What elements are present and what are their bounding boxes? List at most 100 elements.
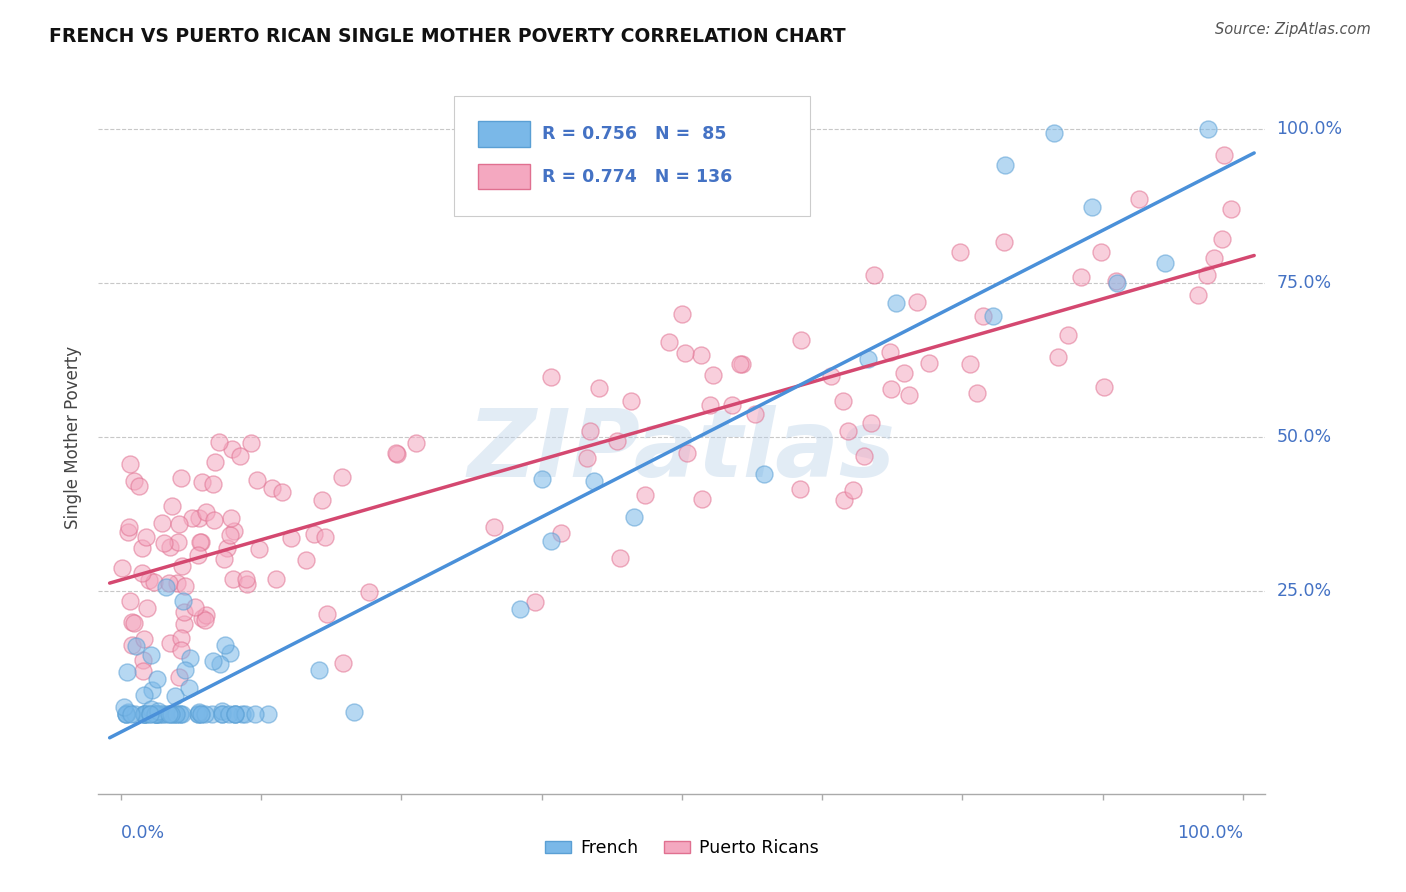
Point — [789, 482, 811, 496]
Legend: French, Puerto Ricans: French, Puerto Ricans — [538, 832, 825, 863]
Point — [1213, 147, 1236, 161]
Point — [135, 530, 157, 544]
Point — [619, 394, 641, 409]
Point — [1202, 251, 1225, 265]
Point — [118, 520, 141, 534]
Point — [266, 572, 288, 586]
Point — [179, 651, 201, 665]
Point — [405, 436, 427, 450]
Point — [114, 706, 136, 721]
Point — [134, 688, 156, 702]
Point — [173, 616, 195, 631]
Point — [233, 706, 256, 721]
Point — [243, 706, 266, 721]
Point — [1046, 351, 1069, 365]
Point — [191, 611, 214, 625]
FancyBboxPatch shape — [454, 96, 810, 216]
Point — [214, 638, 236, 652]
Point — [1043, 126, 1066, 140]
Point — [184, 600, 207, 615]
Point — [163, 706, 186, 721]
Point — [224, 706, 246, 721]
Point — [1220, 202, 1243, 217]
Point — [588, 381, 610, 395]
Point — [128, 479, 150, 493]
Point — [202, 513, 225, 527]
Point — [820, 368, 842, 383]
Point — [744, 407, 766, 421]
Point — [789, 333, 811, 347]
Point — [188, 534, 211, 549]
Point — [880, 383, 903, 397]
Point — [1105, 274, 1128, 288]
Point — [143, 575, 166, 590]
Point — [172, 594, 194, 608]
Point — [124, 615, 146, 630]
Point — [187, 706, 209, 720]
Point — [246, 473, 269, 487]
Point — [165, 706, 187, 721]
Point — [222, 524, 245, 539]
Point — [702, 368, 724, 382]
Point — [212, 551, 235, 566]
Point — [159, 706, 181, 721]
Point — [609, 551, 631, 566]
Point — [295, 553, 318, 567]
Point — [186, 706, 208, 721]
Point — [208, 657, 231, 671]
Point — [121, 615, 143, 629]
Point — [314, 531, 336, 545]
Point — [111, 561, 134, 575]
Point — [159, 636, 181, 650]
Point — [132, 652, 155, 666]
Point — [139, 702, 162, 716]
Point — [141, 682, 163, 697]
Point — [194, 613, 217, 627]
Point — [202, 654, 225, 668]
Point — [169, 706, 191, 721]
Point — [191, 475, 214, 490]
Point — [834, 492, 856, 507]
Point — [132, 706, 155, 721]
Point — [576, 451, 599, 466]
Point — [280, 531, 302, 545]
Text: R = 0.756   N =  85: R = 0.756 N = 85 — [541, 125, 727, 143]
Point — [155, 706, 177, 721]
Point — [257, 706, 280, 721]
Point — [187, 511, 209, 525]
Point — [195, 607, 218, 622]
Point — [143, 706, 166, 721]
Point — [218, 528, 240, 542]
Point — [509, 602, 531, 616]
Point — [117, 705, 139, 719]
Point — [837, 425, 859, 439]
Point — [690, 491, 713, 506]
Text: 0.0%: 0.0% — [121, 824, 165, 842]
Point — [207, 435, 229, 450]
Point — [623, 510, 645, 524]
Point — [167, 670, 190, 684]
Point — [240, 436, 263, 450]
Point — [311, 492, 333, 507]
Point — [114, 706, 136, 721]
Point — [720, 398, 742, 412]
Point — [385, 446, 408, 460]
Point — [174, 663, 197, 677]
Point — [114, 706, 136, 721]
Point — [224, 706, 246, 721]
Bar — [478, 164, 530, 189]
Point — [231, 706, 253, 721]
Point — [121, 638, 143, 652]
Point — [120, 706, 142, 721]
Point — [966, 385, 988, 400]
Point — [132, 664, 155, 678]
Point — [124, 706, 146, 721]
Point — [120, 458, 142, 472]
Point — [180, 511, 202, 525]
Point — [540, 370, 562, 384]
Point — [752, 467, 775, 481]
Point — [531, 472, 554, 486]
Point — [949, 245, 972, 260]
Point — [858, 352, 880, 367]
Point — [1154, 256, 1177, 270]
